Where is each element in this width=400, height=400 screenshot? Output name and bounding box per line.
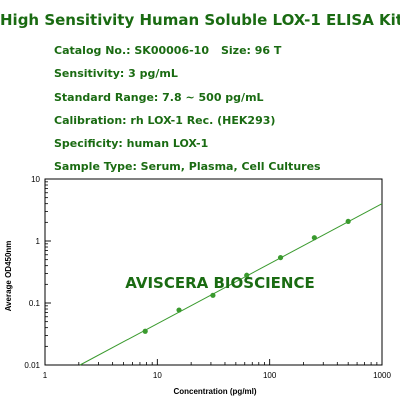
spec-list: Catalog No.: SK00006-10 Size: 96 T Sensit… — [54, 44, 321, 184]
x-tick-label: 1 — [43, 371, 48, 380]
product-title: High Sensitivity Human Soluble LOX-1 ELI… — [0, 11, 400, 29]
kit-size: Size: 96 T — [220, 44, 282, 57]
catalog-number: Catalog No.: SK00006-10 — [54, 44, 209, 57]
y-tick-label: 0.01 — [24, 361, 40, 370]
data-point — [176, 307, 182, 313]
spec-specificity: Specificity: human LOX-1 — [54, 137, 209, 151]
plot-frame — [44, 178, 383, 366]
y-tick-label: 10 — [31, 175, 40, 184]
x-tick-label: 10 — [153, 371, 162, 380]
y-tick-label: 0.1 — [29, 299, 41, 308]
spec-sensitivity: Sensitivity: 3 pg/mL — [54, 67, 178, 81]
fit-line — [79, 203, 383, 366]
y-axis-label: Average OD450nm — [4, 241, 13, 312]
data-point — [142, 328, 148, 334]
data-point — [210, 292, 216, 298]
data-point — [277, 254, 284, 261]
y-tick-label: 1 — [36, 237, 41, 246]
spec-calibration: Calibration: rh LOX-1 Rec. (HEK293) — [54, 113, 276, 127]
x-tick-label: 1000 — [373, 371, 391, 380]
spec-catalog-size: Catalog No.: SK00006-10 Size: 96 T — [54, 44, 321, 67]
data-point — [311, 235, 317, 241]
x-axis-label: Concentration (pg/ml) — [173, 387, 256, 396]
watermark-text: AVISCERA BIOSCIENCE — [125, 274, 314, 292]
x-tick-label: 100 — [263, 371, 277, 380]
data-point — [345, 218, 351, 225]
spec-sample-type: Sample Type: Serum, Plasma, Cell Culture… — [54, 160, 321, 174]
data-point — [244, 272, 250, 278]
standard-curve-chart: 1 10 100 1000 0.01 0.1 1 10 AVISCERA BIOSCIENCE… — [4, 175, 391, 396]
spec-standard-range: Standard Range: 7.8 ~ 500 pg/mL — [54, 90, 264, 104]
